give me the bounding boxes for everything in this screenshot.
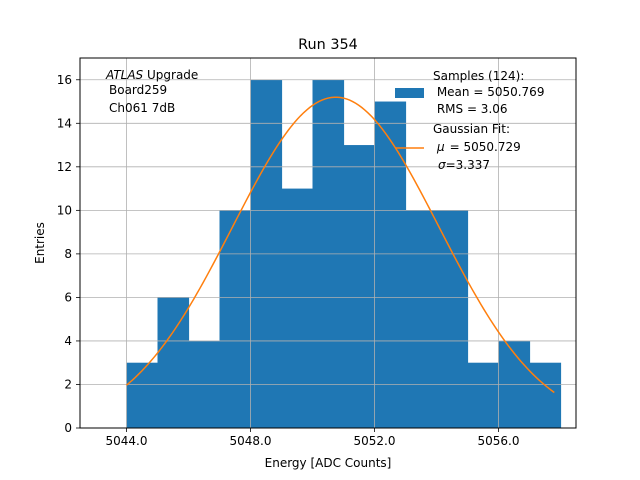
gaussian-fit-curve xyxy=(126,96,555,394)
legend-mu-symbol: μ xyxy=(436,140,445,154)
y-tick-label-8: 16 xyxy=(57,73,72,87)
annotation-upgrade: Upgrade xyxy=(143,68,198,82)
x-tick-label-0: 5044.0 xyxy=(106,434,148,448)
histogram-bar-13 xyxy=(529,362,562,428)
legend-sigma-symbol: σ xyxy=(438,158,446,172)
legend-sigma-value: =3.337 xyxy=(446,158,490,172)
legend-mean-line: Mean = 5050.769 xyxy=(433,85,544,99)
legend-samples-line: Samples (124): xyxy=(433,69,524,83)
annotation-board: Board259 xyxy=(109,83,167,97)
legend-fit-title: Gaussian Fit: xyxy=(433,122,510,136)
y-tick-label-3: 6 xyxy=(64,290,72,304)
histogram-bar-9 xyxy=(405,210,438,428)
histogram-bar-3 xyxy=(219,210,252,428)
x-tick-label-3: 5056.0 xyxy=(478,434,520,448)
svg-text:ATLAS Upgrade: ATLAS Upgrade xyxy=(105,68,198,82)
y-tick-label-5: 10 xyxy=(57,203,72,217)
histogram-bar-8 xyxy=(374,101,407,428)
histogram-bar-11 xyxy=(467,362,500,428)
legend-rms-line: RMS = 3.06 xyxy=(433,102,508,116)
y-tick-label-6: 12 xyxy=(57,160,72,174)
y-tick-label-0: 0 xyxy=(64,421,72,435)
atlas-annotation: ATLAS Upgrade Board259 Ch061 7dB xyxy=(105,68,198,115)
svg-text:σ=3.337: σ=3.337 xyxy=(438,158,490,172)
legend-hist-swatch xyxy=(395,88,424,98)
y-tick-label-4: 8 xyxy=(64,247,72,261)
y-tick-label-1: 2 xyxy=(64,377,72,391)
y-tick-label-7: 14 xyxy=(57,116,72,130)
y-tick-label-2: 4 xyxy=(64,334,72,348)
legend-mu-value: = 5050.729 xyxy=(450,140,521,154)
axis-ticks: 5044.0 5048.0 5052.0 5056.0 0 2 4 6 8 10 12 14 16 xyxy=(57,73,520,448)
svg-text:μ= 5050.729: μ = 5050.729 xyxy=(436,140,521,154)
gaussian-fit-layer xyxy=(126,96,555,394)
chart-title: Run 354 xyxy=(298,37,358,53)
histogram-bar-7 xyxy=(343,145,376,428)
legend: Samples (124): Mean = 5050.769 RMS = 3.0… xyxy=(395,69,544,172)
histogram-bar-0 xyxy=(126,362,159,428)
histogram-bar-1 xyxy=(157,297,190,428)
x-tick-label-1: 5048.0 xyxy=(230,434,272,448)
histogram-bar-10 xyxy=(436,210,469,428)
x-axis-title: Energy [ADC Counts] xyxy=(265,456,392,470)
plot-frame xyxy=(79,57,577,429)
annotation-atlas: ATLAS xyxy=(105,68,144,82)
y-axis-title: Entries xyxy=(33,222,47,264)
annotation-channel: Ch061 7dB xyxy=(109,101,175,115)
histogram-bar-5 xyxy=(281,188,314,428)
x-tick-label-2: 5052.0 xyxy=(354,434,396,448)
